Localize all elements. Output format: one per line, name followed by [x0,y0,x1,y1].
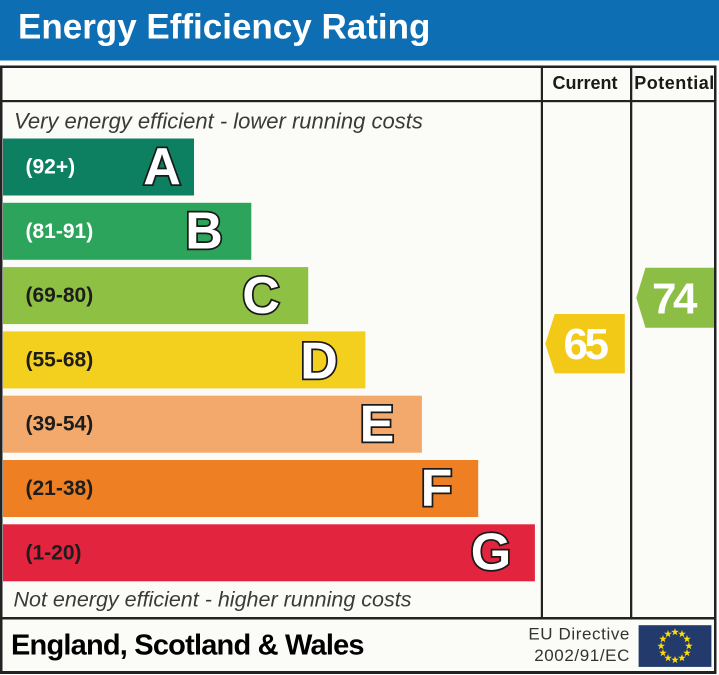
svg-text:A: A [143,138,181,196]
svg-text:(1-20): (1-20) [26,541,82,564]
svg-text:Very energy efficient - lower: Very energy efficient - lower running co… [14,108,423,133]
svg-text:Not energy efficient - higher: Not energy efficient - higher running co… [14,588,412,612]
svg-text:(21-38): (21-38) [26,477,94,500]
svg-text:Energy Efficiency Rating: Energy Efficiency Rating [18,8,430,47]
svg-text:Potential: Potential [634,73,715,93]
svg-text:G: G [471,524,511,582]
svg-text:(39-54): (39-54) [26,413,94,436]
svg-text:(81-91): (81-91) [26,220,94,243]
svg-text:Current: Current [552,73,617,93]
svg-text:D: D [300,333,338,391]
svg-text:65: 65 [564,320,609,369]
svg-text:F: F [421,460,453,518]
svg-text:(69-80): (69-80) [26,284,94,307]
svg-text:74: 74 [652,275,698,324]
svg-text:2002/91/EC: 2002/91/EC [534,646,630,665]
svg-text:EU Directive: EU Directive [528,625,630,644]
svg-text:England, Scotland & Wales: England, Scotland & Wales [11,630,364,662]
svg-text:C: C [242,267,280,325]
svg-text:(92+): (92+) [26,156,76,179]
svg-text:E: E [360,396,395,454]
svg-text:(55-68): (55-68) [26,348,94,371]
svg-text:B: B [185,203,223,261]
